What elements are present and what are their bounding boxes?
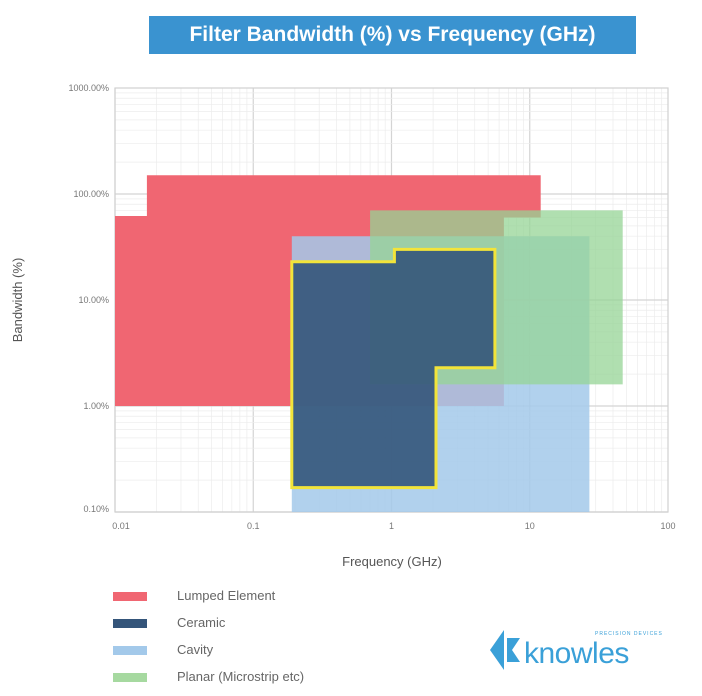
- y-tick-label: 1.00%: [83, 401, 109, 411]
- series-shapes: [115, 175, 623, 512]
- logo-text: knowles: [524, 637, 629, 670]
- legend-swatch-cavity: [113, 646, 147, 655]
- x-tick-label: 100: [660, 521, 675, 531]
- legend-label-cavity: Cavity: [177, 642, 214, 657]
- y-tick-label: 1000.00%: [68, 83, 109, 93]
- y-tick-label: 10.00%: [78, 295, 109, 305]
- y-tick-label: 100.00%: [73, 189, 109, 199]
- legend-swatch-lumped: [113, 592, 147, 601]
- legend-swatch-planar: [113, 673, 147, 682]
- knowles-logo-icon: [490, 630, 520, 670]
- legend-label-lumped: Lumped Element: [177, 588, 276, 603]
- chart-title: Filter Bandwidth (%) vs Frequency (GHz): [149, 16, 636, 54]
- legend-label-ceramic: Ceramic: [177, 615, 226, 630]
- x-tick-label: 0.1: [247, 521, 260, 531]
- x-tick-label: 10: [525, 521, 535, 531]
- y-tick-label: 0.10%: [83, 504, 109, 514]
- series-ceramic-area: [290, 247, 497, 490]
- y-axis-label: Bandwidth (%): [10, 258, 25, 343]
- legend-swatch-ceramic: [113, 619, 147, 628]
- x-tick-label: 1: [389, 521, 394, 531]
- x-axis-label: Frequency (GHz): [342, 554, 442, 569]
- logo-subtext: PRECISION DEVICES: [595, 631, 663, 637]
- legend-label-planar: Planar (Microstrip etc): [177, 669, 305, 684]
- chart: 0.01 0.1 1 10 100 0.10% 1.00% 10.00% 100.00% 1000…: [10, 83, 676, 569]
- x-tick-label: 0.01: [112, 521, 130, 531]
- tick-labels: 0.01 0.1 1 10 100 0.10% 1.00% 10.00% 100.00% 1000…: [68, 83, 675, 531]
